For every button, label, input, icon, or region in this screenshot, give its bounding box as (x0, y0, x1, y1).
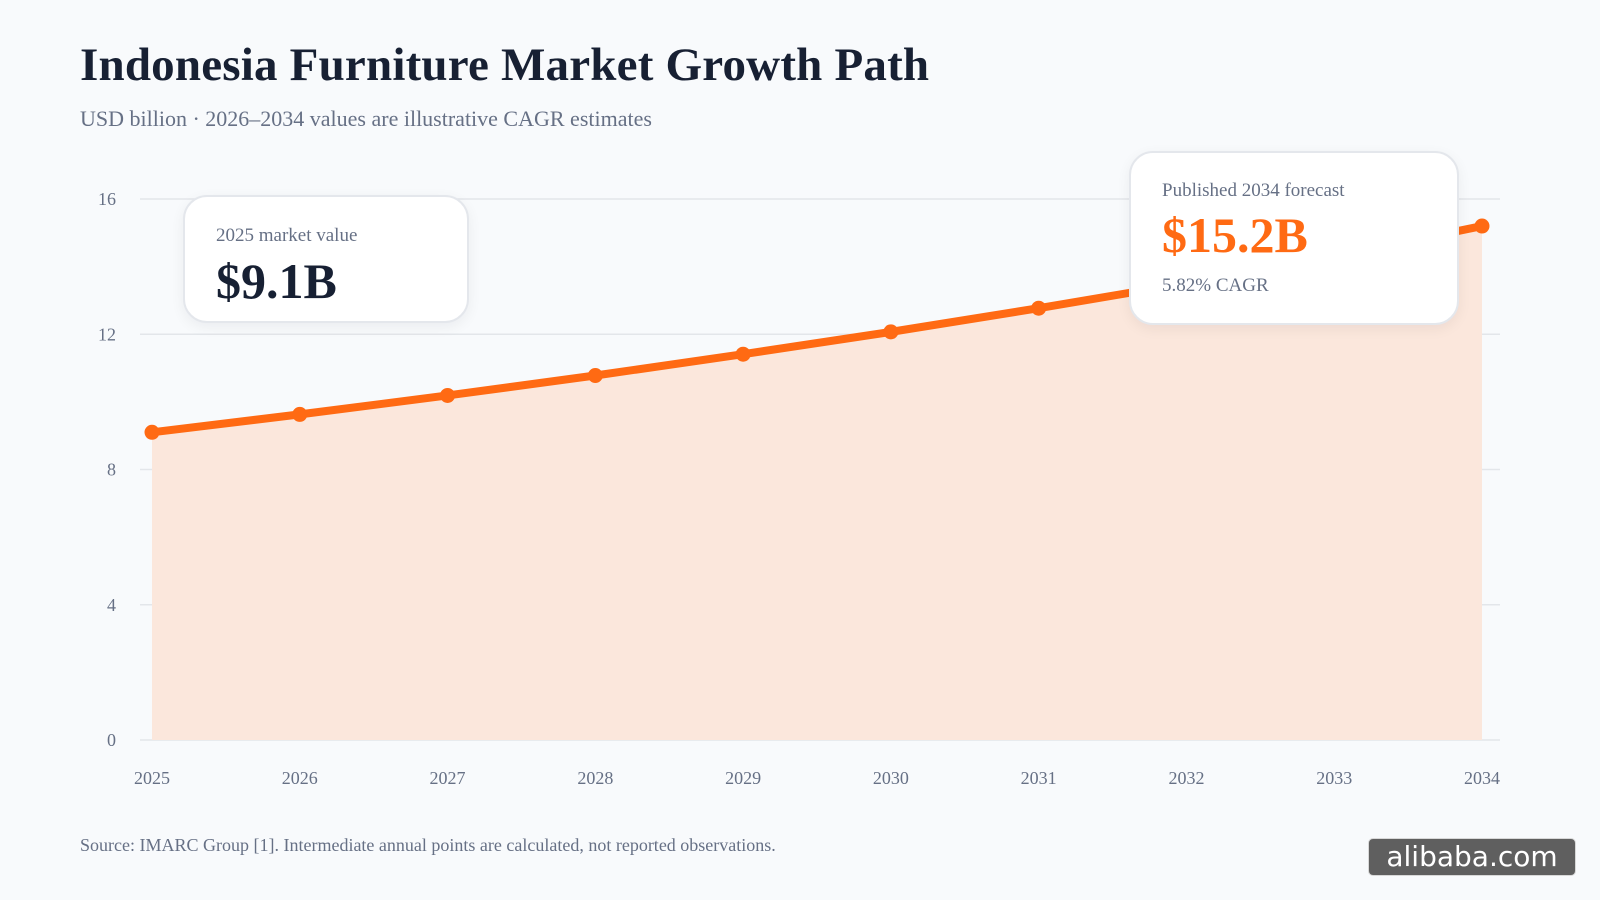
data-point-2028 (587, 368, 603, 384)
y-tick-label-0: 0 (107, 730, 116, 750)
market-value-amount: $9.1B (216, 253, 337, 309)
market-value-2025-card: 2025 market value $9.1B (183, 195, 469, 323)
y-tick-label-8: 8 (107, 460, 116, 480)
x-tick-label-2031: 2031 (1021, 768, 1057, 788)
y-tick-label-12: 12 (98, 324, 116, 344)
y-tick-label-16: 16 (98, 189, 116, 209)
x-tick-label-2033: 2033 (1316, 768, 1352, 788)
x-axis-ticks: 2025 2026 2027 2028 2029 2030 2031 2032 2033 2034 (134, 768, 1500, 788)
x-tick-label-2028: 2028 (577, 768, 613, 788)
x-tick-label-2027: 2027 (430, 768, 466, 788)
data-point-2027 (440, 387, 456, 403)
series-area (152, 226, 1482, 741)
chart-title: Indonesia Furniture Market Growth Path (80, 39, 930, 91)
data-point-2026 (292, 406, 308, 422)
forecast-label: Published 2034 forecast (1162, 180, 1345, 201)
x-tick-label-2030: 2030 (873, 768, 909, 788)
data-point-2030 (883, 324, 899, 340)
y-tick-label-4: 4 (107, 595, 116, 615)
area-layer (152, 226, 1482, 741)
market-value-label: 2025 market value (216, 225, 358, 246)
forecast-2034-card: Published 2034 forecast $15.2B 5.82% CAG… (1129, 151, 1459, 325)
data-point-2031 (1031, 300, 1047, 316)
cagr-note: 5.82% CAGR (1162, 275, 1269, 296)
x-tick-label-2034: 2034 (1464, 768, 1500, 788)
source-note: Source: IMARC Group [1]. Intermediate an… (80, 835, 776, 855)
x-tick-label-2026: 2026 (282, 768, 318, 788)
x-tick-label-2032: 2032 (1168, 768, 1204, 788)
data-point-2034 (1474, 218, 1490, 234)
x-tick-label-2029: 2029 (725, 768, 761, 788)
alibaba-watermark: alibaba.com (1368, 838, 1576, 876)
y-axis-ticks: 0 4 8 12 16 (98, 189, 116, 750)
chart-subtitle: USD billion · 2026–2034 values are illus… (80, 106, 652, 131)
data-point-2025 (144, 424, 160, 440)
data-point-2029 (735, 346, 751, 362)
forecast-amount: $15.2B (1162, 207, 1308, 263)
x-tick-label-2025: 2025 (134, 768, 170, 788)
